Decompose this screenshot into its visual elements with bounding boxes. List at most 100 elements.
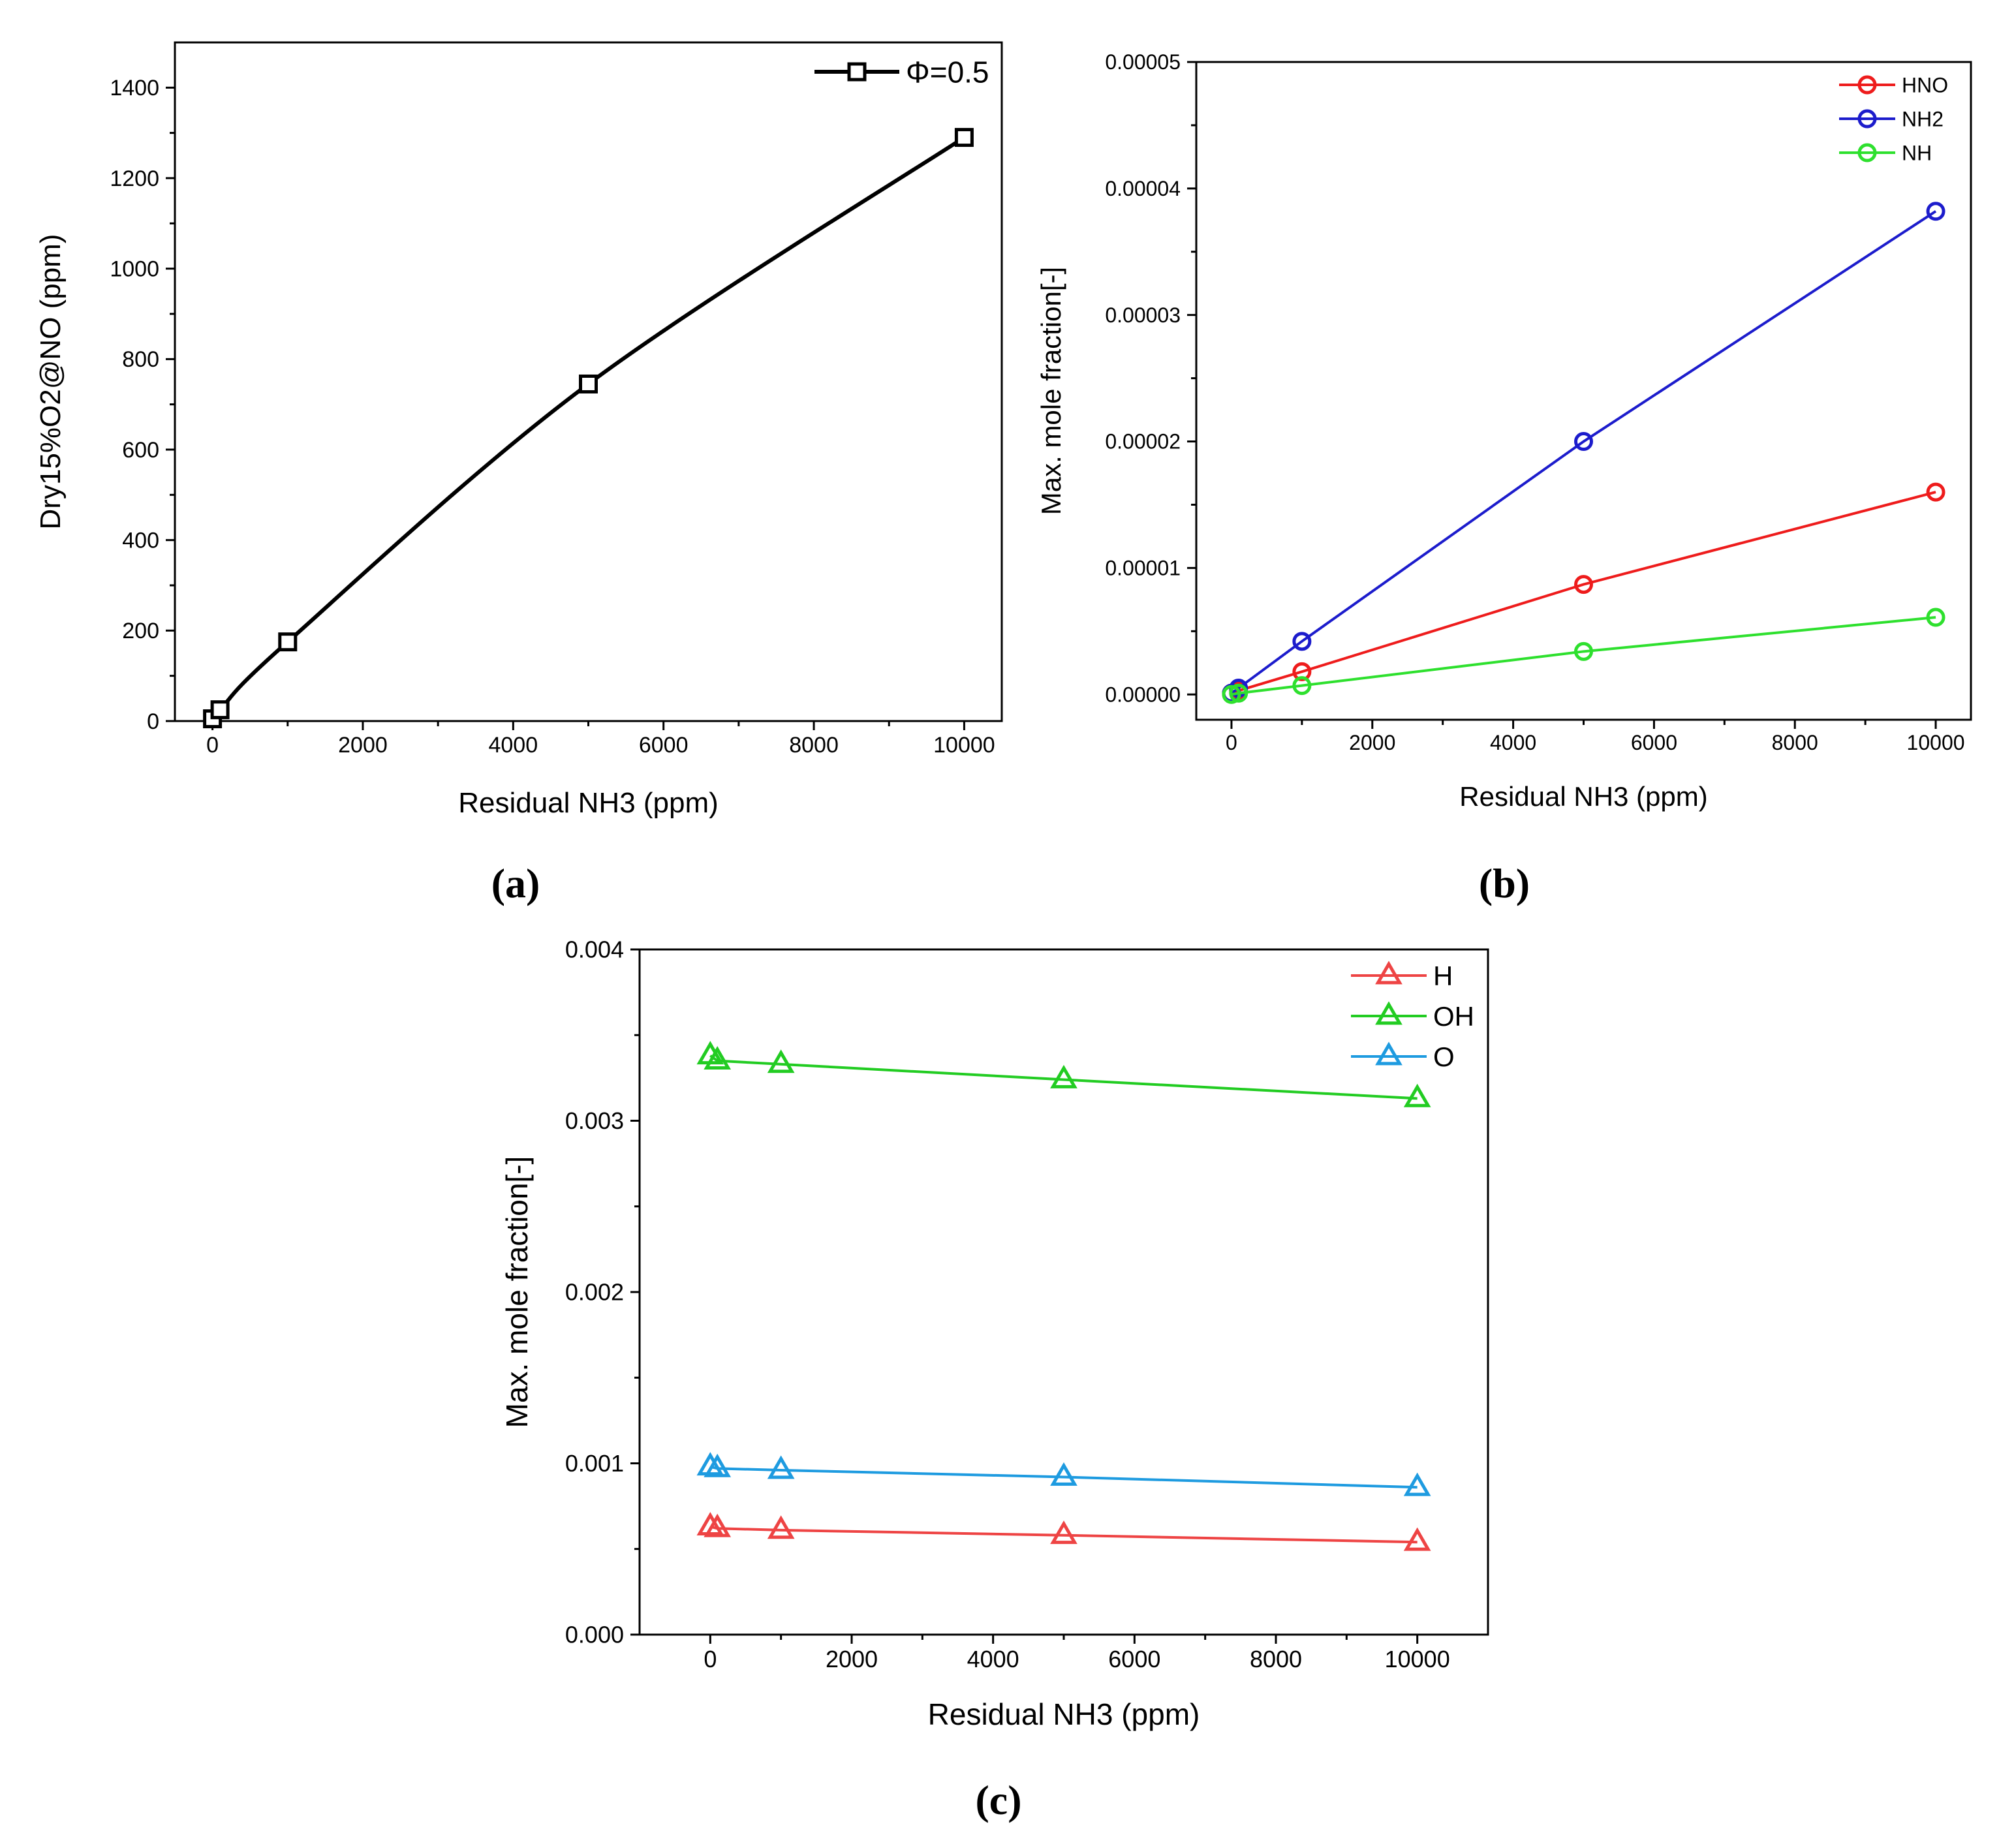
x-tick-label: 2000 (826, 1646, 878, 1672)
x-tick-label: 0 (206, 733, 219, 758)
legend-label: NH (1902, 142, 1932, 165)
x-tick-label: 8000 (1250, 1646, 1302, 1672)
x-tick-label: 8000 (1772, 731, 1818, 754)
x-tick-label: 10000 (933, 733, 995, 758)
data-point (1574, 575, 1593, 594)
series-line (1230, 210, 1937, 694)
y-tick-label: 0.00000 (1105, 683, 1181, 706)
series-hno (1222, 482, 1945, 703)
data-point (1292, 632, 1312, 651)
data-point (1403, 1472, 1431, 1496)
data-point (704, 1513, 732, 1537)
x-tick-label: 6000 (639, 733, 689, 758)
x-tick-label: 2000 (1349, 731, 1395, 754)
data-point (1050, 1064, 1077, 1088)
x-axis-title: Residual NH3 (ppm) (928, 1697, 1200, 1731)
y-axis-title: Dry15%O2@NO (ppm) (35, 234, 67, 530)
x-tick-label: 10000 (1385, 1646, 1450, 1672)
y-tick-label: 0.004 (565, 936, 624, 963)
y-tick-label: 1000 (110, 257, 159, 282)
y-tick-label: 0.00005 (1105, 50, 1181, 74)
series-line (709, 1525, 1418, 1544)
legend-marker (1857, 109, 1877, 129)
data-point (1574, 641, 1593, 661)
data-point (1926, 608, 1945, 627)
legend-label: NH2 (1902, 108, 1944, 131)
series-line (709, 1465, 1418, 1489)
series-nh (1222, 608, 1945, 704)
legend-label: H (1433, 961, 1453, 991)
legend-marker (1375, 1041, 1402, 1066)
y-tick-label: 0.000 (565, 1622, 624, 1648)
data-point (1292, 676, 1312, 696)
data-point (1403, 1527, 1431, 1551)
data-point (1403, 1083, 1431, 1107)
legend-entry: H (1351, 961, 1453, 991)
legend-marker (1375, 1001, 1402, 1025)
series-o (696, 1452, 1431, 1496)
data-point (1222, 685, 1241, 704)
x-axis-title: Residual NH3 (ppm) (1459, 781, 1707, 812)
panel-label: (a) (491, 860, 540, 906)
plot-frame (1195, 61, 1972, 721)
data-point (1229, 683, 1248, 703)
data-point (767, 1049, 795, 1073)
series-h (696, 1511, 1431, 1551)
y-tick-label: 0.002 (565, 1279, 624, 1306)
x-tick-label: 2000 (338, 733, 388, 758)
legend-marker (847, 62, 867, 82)
legend-label: Φ=0.5 (906, 55, 989, 89)
y-tick-label: 0.00002 (1105, 430, 1181, 454)
data-point (1574, 432, 1593, 452)
series-line (709, 1055, 1418, 1100)
legend-marker (1857, 75, 1877, 95)
data-point (954, 128, 974, 147)
data-point (1050, 1520, 1077, 1545)
y-tick-label: 0.00001 (1105, 557, 1181, 580)
legend-marker (1857, 143, 1877, 162)
panel-label: (c) (975, 1777, 1021, 1823)
data-point (704, 1453, 732, 1477)
data-point (1292, 662, 1312, 681)
legend-entry: HNO (1839, 74, 1948, 97)
x-tick-label: 10000 (1907, 731, 1965, 754)
chart-panel-a: 0 2000 4000 6000 8000 10000 0 200 400 600 800 1000 1… (35, 41, 1003, 906)
chart-panel-c: 0 2000 4000 6000 8000 10000 0.000 0.001 0.002 0.0… (500, 936, 1489, 1823)
data-point (278, 632, 298, 652)
y-tick-label: 800 (122, 347, 159, 372)
series-line (1231, 615, 1936, 696)
series-line (209, 136, 966, 721)
y-tick-label: 0.00004 (1105, 177, 1181, 200)
legend-entry: Φ=0.5 (814, 55, 989, 89)
data-point (704, 1045, 732, 1070)
y-axis-title: Max. mole fraction[-] (1036, 267, 1066, 515)
y-tick-label: 0.003 (565, 1107, 624, 1134)
y-tick-label: 0.001 (565, 1450, 624, 1477)
y-tick-label: 1200 (110, 166, 159, 191)
legend-label: O (1433, 1041, 1455, 1072)
data-point (210, 700, 230, 720)
data-point (579, 374, 598, 393)
legend-entry: O (1351, 1041, 1455, 1072)
y-tick-label: 0.00003 (1105, 303, 1181, 327)
series-line (1231, 491, 1936, 695)
data-point (696, 1511, 724, 1535)
y-tick-label: 600 (122, 438, 159, 463)
data-point (767, 1455, 795, 1479)
x-tick-label: 4000 (1490, 731, 1536, 754)
y-tick-label: 0 (147, 709, 159, 734)
x-tick-label: 6000 (1631, 731, 1677, 754)
legend-entry: NH2 (1839, 108, 1944, 131)
legend-entry: OH (1351, 1001, 1474, 1032)
series-oh (696, 1041, 1431, 1107)
x-tick-label: 0 (1226, 731, 1237, 754)
x-tick-label: 4000 (488, 733, 538, 758)
x-tick-label: 8000 (789, 733, 839, 758)
y-tick-label: 400 (122, 529, 159, 553)
data-point (696, 1452, 724, 1476)
plot-frame (638, 948, 1489, 1636)
legend-label: HNO (1902, 74, 1948, 97)
x-tick-label: 6000 (1108, 1646, 1160, 1672)
y-tick-label: 200 (122, 619, 159, 643)
